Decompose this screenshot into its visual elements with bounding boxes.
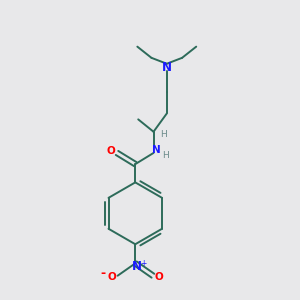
Text: N: N: [152, 145, 160, 155]
Text: -: -: [100, 267, 106, 280]
Text: O: O: [106, 146, 115, 156]
Text: O: O: [154, 272, 163, 282]
Text: N: N: [162, 61, 172, 74]
Text: H: H: [160, 130, 167, 139]
Text: N: N: [131, 260, 142, 273]
Text: +: +: [140, 259, 147, 268]
Text: H: H: [163, 151, 169, 160]
Text: O: O: [107, 272, 116, 282]
